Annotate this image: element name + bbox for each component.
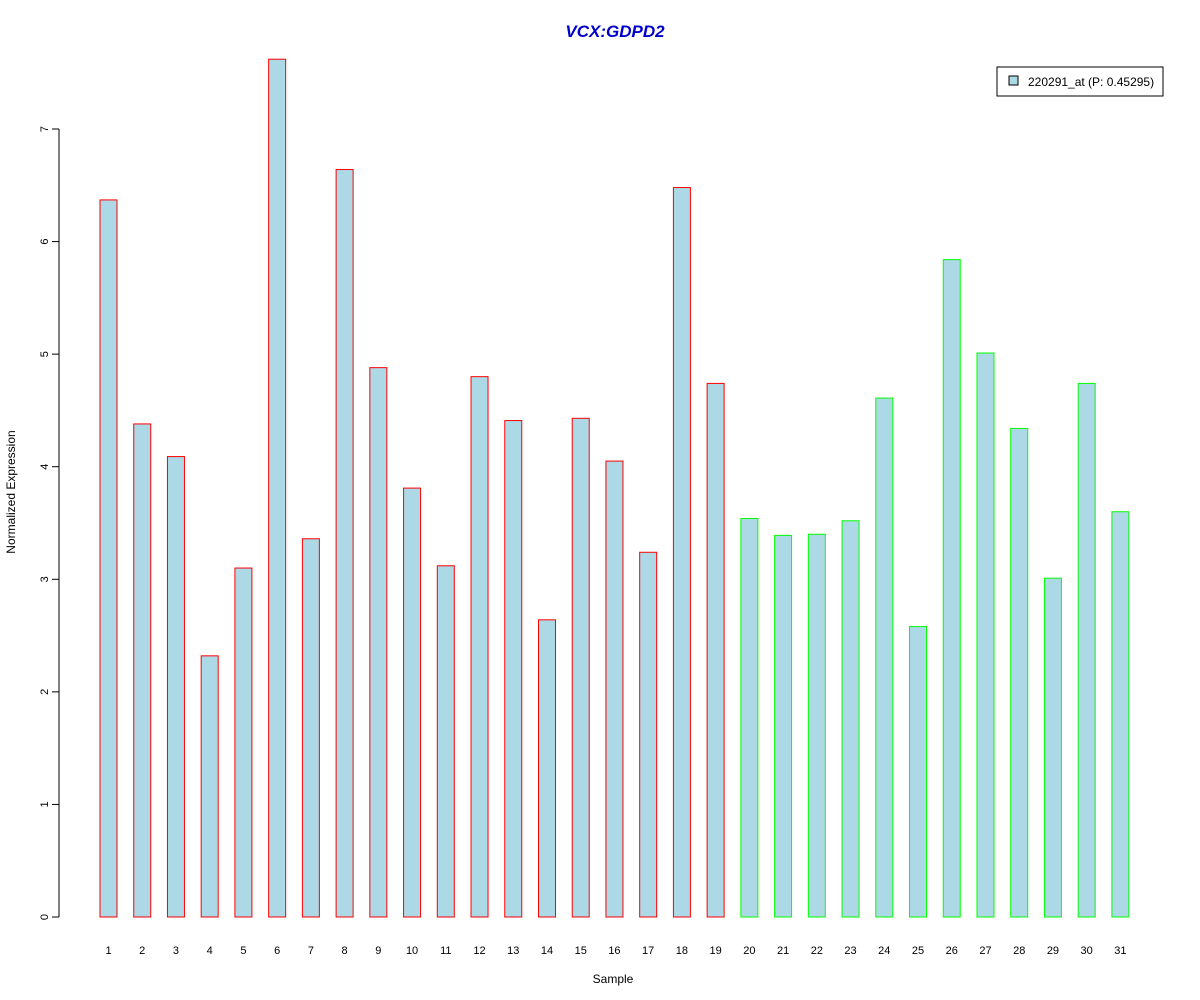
bar-sample-3 [166,456,185,918]
x-tick-label: 16 [608,945,620,957]
x-axis-label: Sample [593,972,634,986]
bar-sample-11 [436,565,455,918]
bar-sample-5 [234,567,253,918]
bar-sample-22 [807,533,826,918]
x-tick-label: 9 [375,945,381,957]
bar-sample-20 [740,517,759,918]
y-tick-label: 6 [39,239,51,245]
legend-box [996,66,1164,97]
bar-sample-9 [369,367,388,918]
x-tick-label: 22 [811,945,823,957]
x-tick-label: 31 [1114,945,1126,957]
bar-sample-13 [504,420,523,918]
x-tick-label: 25 [912,945,924,957]
bar-sample-26 [942,259,961,918]
y-tick-label: 2 [39,689,51,695]
chart-title: VCX:GDPD2 [565,22,665,41]
x-tick-label: 24 [878,945,890,957]
y-tick-label: 1 [39,801,51,807]
x-tick-label: 11 [440,945,451,957]
x-tick-label: 29 [1047,945,1059,957]
x-tick-label: 13 [507,945,519,957]
bar-sample-12 [470,376,489,918]
y-tick-label: 7 [39,126,51,132]
x-tick-label: 4 [207,945,213,957]
x-tick-label: 7 [308,945,314,957]
x-tick-label: 12 [473,945,485,957]
x-tick-label: 2 [139,945,145,957]
bar-sample-23 [841,520,860,918]
x-tick-label: 28 [1013,945,1025,957]
bar-sample-30 [1077,382,1096,918]
bars [99,58,1130,918]
x-tick-label: 5 [240,945,246,957]
x-tick-label: 3 [173,945,179,957]
bar-sample-6 [268,58,287,918]
x-tick-labels: 1 2 3 4 5 6 7 8 9 10 11 12 13 14 15 16 17 18 19 20 21 22 23 24 2… [105,945,1126,957]
bar-sample-10 [403,487,422,918]
y-axis: 0 1 2 3 4 5 6 7 [39,126,60,920]
bar-sample-15 [571,417,590,918]
bar-sample-1 [99,199,118,918]
bar-sample-18 [672,187,691,918]
x-tick-label: 17 [642,945,654,957]
bar-sample-2 [133,423,152,918]
bar-sample-4 [200,655,219,918]
legend-swatch [1008,75,1019,86]
y-tick-label: 5 [39,351,51,357]
legend: 220291_at (P: 0.45295) [996,66,1164,97]
x-tick-label: 6 [274,945,280,957]
bar-sample-8 [335,169,354,918]
bar-sample-21 [774,534,793,918]
legend-label: 220291_at (P: 0.45295) [1028,75,1154,89]
bar-sample-19 [706,382,725,918]
y-tick-label: 4 [39,464,51,470]
x-tick-label: 8 [342,945,348,957]
x-tick-label: 27 [979,945,991,957]
bar-sample-27 [976,352,995,918]
x-tick-label: 21 [777,945,789,957]
y-axis-label: Normalized Expression [4,430,18,553]
x-tick-label: 23 [844,945,856,957]
bar-sample-17 [639,551,658,918]
x-tick-label: 19 [710,945,722,957]
bar-sample-29 [1043,577,1062,918]
bar-sample-7 [301,538,320,918]
x-tick-label: 18 [676,945,688,957]
x-tick-label: 10 [406,945,418,957]
bar-sample-25 [909,626,928,918]
bar-sample-14 [537,619,556,918]
x-tick-label: 20 [743,945,755,957]
bar-sample-28 [1010,427,1029,918]
bar-sample-24 [875,397,894,918]
x-tick-label: 26 [946,945,958,957]
x-tick-label: 15 [575,945,587,957]
x-tick-label: 1 [105,945,111,957]
x-tick-label: 30 [1081,945,1093,957]
bar-sample-31 [1111,511,1130,918]
y-tick-label: 0 [39,914,51,920]
x-tick-label: 14 [541,945,553,957]
y-tick-label: 3 [39,576,51,582]
bar-sample-16 [605,460,624,918]
